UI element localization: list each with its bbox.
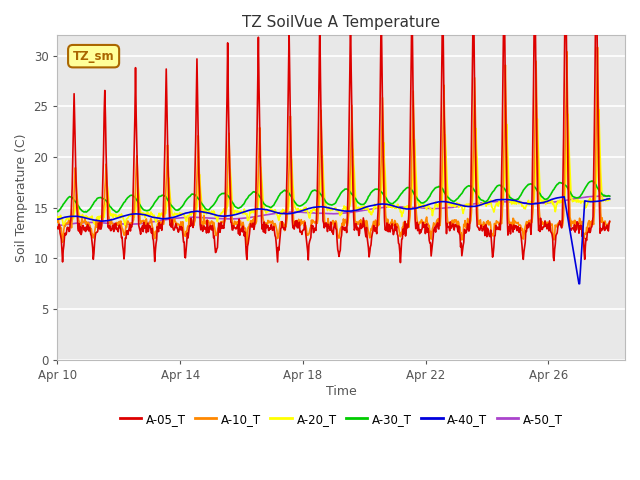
A-50_T	[255, 213, 263, 219]
A-30_T	[255, 193, 263, 199]
A-50_T	[606, 193, 614, 199]
A-10_T	[74, 198, 81, 204]
A-40_T	[606, 196, 614, 202]
A-30_T	[589, 178, 596, 184]
A-30_T	[285, 190, 292, 195]
Line: A-40_T: A-40_T	[58, 197, 610, 284]
A-40_T	[284, 211, 292, 216]
A-50_T	[605, 193, 612, 199]
Text: TZ_sm: TZ_sm	[73, 49, 115, 63]
A-30_T	[113, 209, 120, 215]
A-50_T	[74, 220, 82, 226]
A-05_T	[397, 260, 404, 265]
Line: A-50_T: A-50_T	[58, 196, 610, 225]
A-05_T	[74, 212, 81, 217]
A-10_T	[594, 45, 602, 50]
A-05_T	[54, 225, 61, 230]
A-10_T	[367, 226, 375, 231]
A-20_T	[74, 196, 81, 202]
A-10_T	[255, 148, 263, 154]
A-40_T	[54, 216, 61, 222]
A-50_T	[500, 199, 508, 204]
A-20_T	[255, 196, 263, 202]
A-20_T	[122, 223, 129, 228]
A-50_T	[184, 215, 192, 220]
A-50_T	[285, 209, 292, 215]
A-50_T	[367, 206, 375, 212]
A-20_T	[500, 186, 508, 192]
A-30_T	[367, 190, 375, 195]
A-20_T	[606, 197, 614, 203]
Title: TZ SoilVue A Temperature: TZ SoilVue A Temperature	[242, 15, 440, 30]
A-50_T	[57, 222, 65, 228]
A-30_T	[606, 193, 614, 199]
A-10_T	[500, 136, 508, 142]
A-20_T	[367, 212, 375, 217]
Line: A-10_T: A-10_T	[58, 48, 610, 245]
A-40_T	[184, 210, 191, 216]
A-05_T	[606, 218, 614, 224]
Line: A-30_T: A-30_T	[58, 181, 610, 212]
A-40_T	[561, 194, 568, 200]
A-30_T	[184, 195, 192, 201]
Line: A-05_T: A-05_T	[58, 0, 610, 263]
A-10_T	[184, 225, 191, 231]
A-10_T	[606, 219, 614, 225]
A-05_T	[367, 244, 374, 250]
A-20_T	[595, 107, 603, 112]
A-40_T	[74, 214, 81, 219]
A-10_T	[285, 181, 292, 187]
A-20_T	[285, 205, 292, 211]
A-30_T	[74, 202, 81, 207]
A-30_T	[54, 209, 61, 215]
A-30_T	[500, 185, 508, 191]
X-axis label: Time: Time	[326, 384, 356, 397]
A-40_T	[255, 206, 262, 212]
Legend: A-05_T, A-10_T, A-20_T, A-30_T, A-40_T, A-50_T: A-05_T, A-10_T, A-20_T, A-30_T, A-40_T, …	[115, 408, 568, 431]
A-10_T	[54, 219, 61, 225]
A-40_T	[500, 197, 508, 203]
A-20_T	[184, 215, 192, 220]
A-10_T	[243, 242, 251, 248]
A-05_T	[284, 120, 292, 126]
A-20_T	[54, 214, 61, 220]
A-40_T	[367, 203, 374, 209]
Line: A-20_T: A-20_T	[58, 109, 610, 226]
A-40_T	[575, 281, 583, 287]
Y-axis label: Soil Temperature (C): Soil Temperature (C)	[15, 133, 28, 262]
A-05_T	[255, 35, 262, 40]
A-05_T	[184, 230, 191, 236]
A-50_T	[54, 222, 61, 228]
